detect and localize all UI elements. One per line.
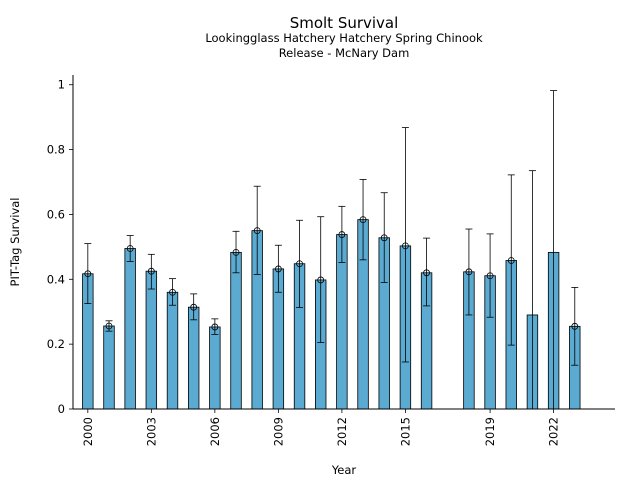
error-bar-2023 [571, 286, 579, 366]
chart-title: Smolt Survival [290, 14, 399, 32]
error-bar-2020 [507, 174, 515, 346]
error-bars-layer [84, 90, 579, 410]
error-bar-2002 [126, 235, 134, 262]
bar-2003 [145, 270, 158, 410]
point-marker-2001 [105, 322, 113, 330]
error-bar-2016 [423, 237, 431, 307]
error-bar-2019 [486, 233, 494, 318]
x-tick-label: 2019 [483, 417, 497, 446]
bar-2005 [187, 306, 200, 410]
y-tick-label: 0.4 [47, 272, 65, 286]
point-marker-2015 [401, 242, 409, 250]
bar-2004 [166, 291, 179, 410]
error-bar-2005 [190, 293, 198, 321]
x-tick-label: 2012 [335, 417, 349, 446]
point-marker-2002 [126, 245, 134, 252]
bar-2006 [209, 326, 221, 410]
point-marker-2016 [423, 269, 430, 277]
chart-subtitle-line-2: Release - McNary Dam [279, 46, 410, 60]
error-bar-2008 [253, 185, 261, 275]
point-marker-2006 [211, 323, 219, 331]
point-marker-2008 [253, 227, 261, 235]
error-bar-2013 [359, 179, 367, 261]
x-ticks: 2000 2003 2006 2009 2012 2015 2019 2022 [81, 409, 561, 446]
y-tick-label: 1 [58, 78, 65, 92]
error-bar-2015 [401, 127, 409, 363]
error-bar-2000 [84, 243, 92, 305]
bar-2001 [103, 325, 115, 410]
y-tick-label: 0 [58, 402, 65, 416]
bars-layer [82, 219, 581, 410]
bar-2007 [230, 251, 242, 410]
error-bar-2011 [317, 216, 325, 343]
y-tick-label: 0.6 [47, 207, 65, 221]
y-axis-label: PIT-Tag Survival [8, 198, 22, 287]
error-bar-2007 [232, 230, 240, 274]
point-marker-2020 [507, 257, 515, 264]
y-ticks: 0 0.2 0.4 0.6 0.8 1 [47, 78, 73, 416]
error-bar-2006 [211, 318, 219, 335]
x-tick-label: 2000 [81, 417, 95, 446]
point-marker-2014 [380, 234, 388, 242]
error-bar-2018 [465, 228, 473, 316]
error-bar-2014 [380, 192, 388, 283]
x-axis-label: Year [331, 463, 357, 477]
x-tick-label: 2015 [398, 417, 412, 446]
point-marker-2010 [296, 260, 303, 268]
error-bar-2012 [338, 205, 346, 263]
point-marker-2013 [359, 216, 367, 224]
point-marker-2003 [147, 267, 155, 275]
x-tick-label: 2009 [271, 417, 285, 446]
point-marker-2011 [317, 276, 325, 284]
point-marker-2000 [84, 270, 92, 278]
point-marker-2004 [169, 288, 176, 296]
error-bar-2004 [169, 278, 177, 306]
point-marker-2012 [338, 231, 346, 238]
x-tick-label: 2006 [208, 417, 222, 446]
x-tick-label: 2022 [547, 417, 561, 446]
error-bar-2010 [296, 219, 304, 308]
error-bar-2009 [274, 244, 282, 293]
point-marker-2023 [571, 322, 579, 330]
chart-subtitle-line-1: Lookingglass Hatchery Hatchery Spring Ch… [205, 31, 483, 45]
x-tick-label: 2003 [144, 417, 158, 446]
error-bar-2001 [105, 320, 113, 332]
point-marker-2018 [465, 268, 473, 276]
point-marker-2019 [486, 272, 494, 280]
y-tick-label: 0.8 [47, 143, 65, 157]
y-tick-label: 0.2 [47, 337, 65, 351]
point-marker-2005 [190, 303, 198, 311]
point-marker-2007 [232, 248, 240, 256]
bar-2002 [124, 248, 136, 410]
error-bar-2003 [147, 253, 155, 290]
point-marker-2009 [274, 265, 282, 273]
